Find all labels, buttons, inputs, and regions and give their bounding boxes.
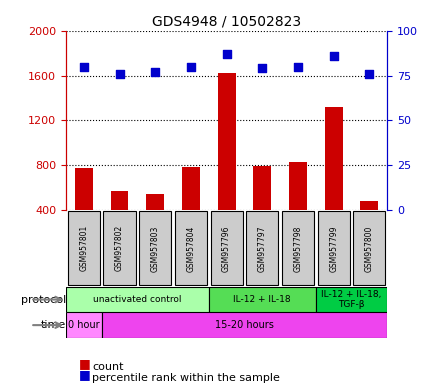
Bar <box>218 73 235 255</box>
FancyBboxPatch shape <box>353 212 385 285</box>
Point <box>259 65 266 71</box>
Point <box>330 53 337 59</box>
Text: GSM957797: GSM957797 <box>258 225 267 271</box>
Text: unactivated control: unactivated control <box>93 295 182 304</box>
Bar <box>146 194 164 255</box>
Bar <box>253 166 271 255</box>
Point <box>81 63 88 70</box>
FancyBboxPatch shape <box>318 212 350 285</box>
Point <box>366 71 373 77</box>
FancyBboxPatch shape <box>316 287 387 312</box>
Bar <box>182 167 200 255</box>
FancyBboxPatch shape <box>103 212 136 285</box>
Text: protocol: protocol <box>21 295 66 305</box>
Text: IL-12 + IL-18,
TGF-β: IL-12 + IL-18, TGF-β <box>321 290 381 309</box>
FancyBboxPatch shape <box>282 212 314 285</box>
Text: GSM957796: GSM957796 <box>222 225 231 271</box>
Text: GSM957803: GSM957803 <box>151 225 160 271</box>
Text: GSM957798: GSM957798 <box>293 225 302 271</box>
Point <box>152 69 159 75</box>
FancyBboxPatch shape <box>139 212 171 285</box>
Text: 0 hour: 0 hour <box>68 320 99 330</box>
Text: GSM957800: GSM957800 <box>365 225 374 271</box>
Point <box>294 63 301 70</box>
Text: time: time <box>41 320 66 330</box>
Bar <box>325 107 343 255</box>
FancyBboxPatch shape <box>211 212 243 285</box>
FancyBboxPatch shape <box>102 312 387 338</box>
FancyBboxPatch shape <box>68 212 100 285</box>
FancyBboxPatch shape <box>175 212 207 285</box>
Text: ■: ■ <box>79 368 91 381</box>
Text: percentile rank within the sample: percentile rank within the sample <box>92 373 280 383</box>
Point <box>116 71 123 77</box>
Bar <box>360 201 378 255</box>
Bar <box>110 191 128 255</box>
FancyBboxPatch shape <box>66 312 102 338</box>
Text: GSM957801: GSM957801 <box>79 225 88 271</box>
Title: GDS4948 / 10502823: GDS4948 / 10502823 <box>152 14 301 28</box>
Text: GSM957799: GSM957799 <box>329 225 338 271</box>
Bar <box>289 162 307 255</box>
FancyBboxPatch shape <box>209 287 316 312</box>
FancyBboxPatch shape <box>246 212 279 285</box>
FancyBboxPatch shape <box>66 287 209 312</box>
Text: GSM957802: GSM957802 <box>115 225 124 271</box>
Text: count: count <box>92 362 124 372</box>
Bar <box>75 169 93 255</box>
Text: ■: ■ <box>79 357 91 370</box>
Point <box>223 51 230 57</box>
Text: 15-20 hours: 15-20 hours <box>215 320 274 330</box>
Point <box>187 63 194 70</box>
Text: GSM957804: GSM957804 <box>187 225 195 271</box>
Text: IL-12 + IL-18: IL-12 + IL-18 <box>234 295 291 304</box>
